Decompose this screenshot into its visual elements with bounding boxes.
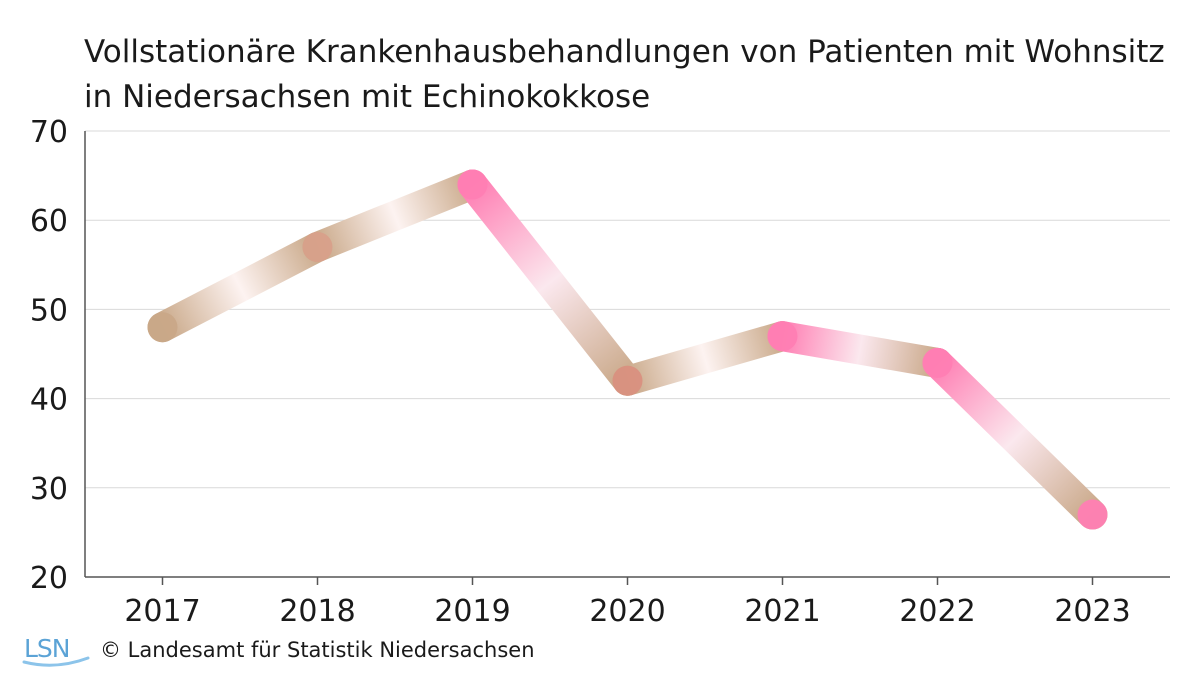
data-point <box>767 321 798 352</box>
lsn-logo: LSN <box>22 632 92 668</box>
x-tick-label: 2017 <box>124 594 200 629</box>
data-point <box>147 312 178 343</box>
footer: LSN © Landesamt für Statistik Niedersach… <box>22 632 535 668</box>
chart-title: Vollstationäre Krankenhausbehandlungen v… <box>84 34 1165 115</box>
series-line-segment <box>922 347 1108 530</box>
x-tick-label: 2021 <box>744 594 820 629</box>
y-tick-label: 20 <box>30 561 68 596</box>
lsn-logo-text: LSN <box>24 634 70 663</box>
data-point <box>922 347 953 378</box>
logo-swoosh-icon <box>22 656 90 667</box>
x-tick-label: 2023 <box>1054 594 1130 629</box>
data-point <box>1077 499 1108 530</box>
series-line-segment <box>457 169 643 396</box>
data-point <box>457 169 488 200</box>
x-tick-label: 2019 <box>434 594 510 629</box>
y-tick-label: 60 <box>30 204 68 239</box>
series-line-segment <box>147 231 333 343</box>
x-tick-label: 2020 <box>589 594 665 629</box>
y-tick-label: 70 <box>30 115 68 150</box>
series-line-segment <box>302 169 488 262</box>
x-tick-label: 2022 <box>899 594 975 629</box>
series-line-segment <box>612 321 798 396</box>
series-line-segment <box>767 321 953 378</box>
y-tick-label: 40 <box>30 383 68 418</box>
x-tick-label: 2018 <box>279 594 355 629</box>
y-tick-label: 30 <box>30 472 68 507</box>
data-point <box>612 365 643 396</box>
data-point <box>302 231 333 262</box>
copyright-text: © Landesamt für Statistik Niedersachsen <box>100 638 535 662</box>
y-tick-label: 50 <box>30 293 68 328</box>
